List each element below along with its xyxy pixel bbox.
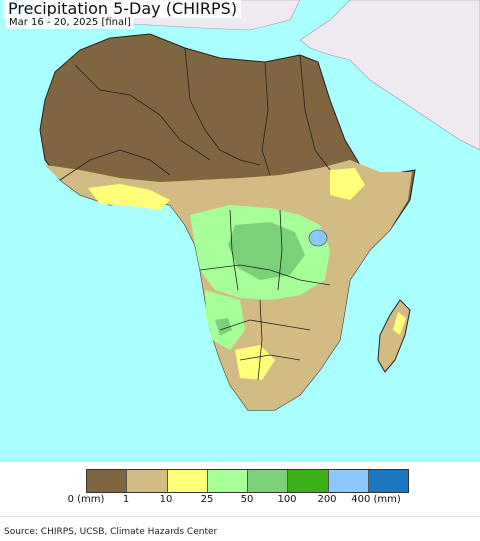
source-credit: Source: CHIRPS, UCSB, Climate Hazards Ce… bbox=[4, 527, 218, 537]
madagascar-landmass bbox=[377, 299, 411, 373]
legend-tick-4: 50 bbox=[240, 494, 254, 505]
legend-swatch-1 bbox=[127, 470, 168, 492]
legend-swatch-3 bbox=[207, 470, 248, 492]
legend-tick-1: 1 bbox=[122, 494, 130, 505]
legend-swatch-4 bbox=[248, 470, 289, 492]
legend-tick-5: 100 bbox=[277, 494, 297, 505]
footer-bar bbox=[0, 516, 480, 541]
legend-tick-2: 10 bbox=[159, 494, 173, 505]
kalahari-wet-zone bbox=[215, 318, 232, 336]
southern-wet-patch bbox=[235, 345, 275, 380]
precipitation-legend bbox=[86, 469, 409, 493]
middle-east-landmass bbox=[299, 0, 480, 151]
legend-swatch-2 bbox=[167, 470, 208, 492]
map-subtitle: Mar 16 - 20, 2025 [final] bbox=[6, 16, 134, 29]
madagascar-wet-patch bbox=[393, 312, 406, 335]
legend-swatch-0 bbox=[87, 470, 128, 492]
central-africa-wettest-zone bbox=[228, 222, 305, 280]
legend-tick-0: 0 (mm) bbox=[67, 494, 105, 505]
country-borders bbox=[59, 47, 331, 381]
legend-swatch-6 bbox=[328, 470, 369, 492]
map-title: Precipitation 5-Day (CHIRPS) bbox=[4, 0, 242, 18]
west-africa-wet-patch bbox=[88, 184, 170, 210]
ethiopia-wet-patch bbox=[330, 168, 365, 200]
africa-map-svg bbox=[29, 0, 480, 411]
legend-tick-6: 200 bbox=[317, 494, 337, 505]
legend-swatch-7 bbox=[368, 470, 408, 492]
legend-tick-3: 25 bbox=[200, 494, 214, 505]
precipitation-map: Precipitation 5-Day (CHIRPS) Mar 16 - 20… bbox=[0, 0, 480, 462]
legend-swatch-5 bbox=[288, 470, 329, 492]
legend-tick-7: 400 (mm) bbox=[351, 494, 401, 505]
lake-victoria bbox=[308, 229, 328, 247]
